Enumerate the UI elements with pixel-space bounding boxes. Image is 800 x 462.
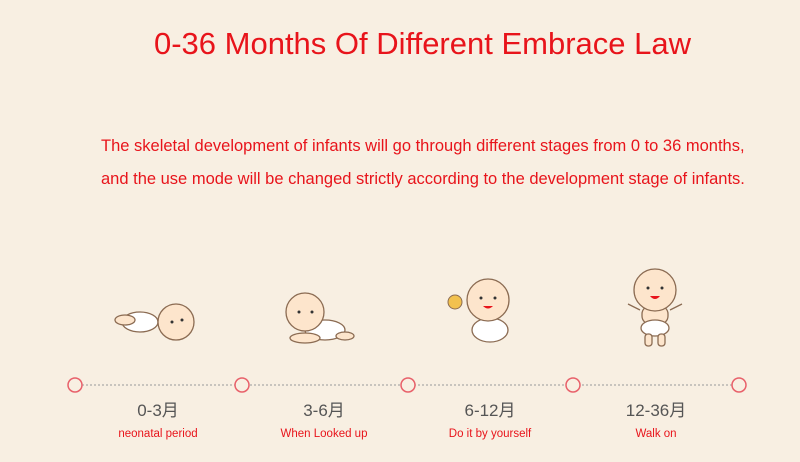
title: 0-36 Months Of Different Embrace Law [153,26,691,61]
baby-sitting [447,278,510,343]
stage-caption: Do it by yourself [449,428,532,440]
timeline-nodes [67,377,747,393]
stage-age: 3-6月 [303,401,345,420]
stage-age: 6-12月 [464,401,515,420]
stage-age: 12-36月 [626,401,686,420]
stage-caption: Walk on [635,428,676,440]
stage-age: 0-3月 [137,401,179,420]
stage-caption: When Looked up [281,428,368,440]
description: The skeletal development of infants will… [101,137,745,188]
stage-caption: neonatal period [118,428,197,440]
baby-crawling [285,292,355,344]
baby-lying [114,303,195,341]
baby-standing [627,268,683,347]
